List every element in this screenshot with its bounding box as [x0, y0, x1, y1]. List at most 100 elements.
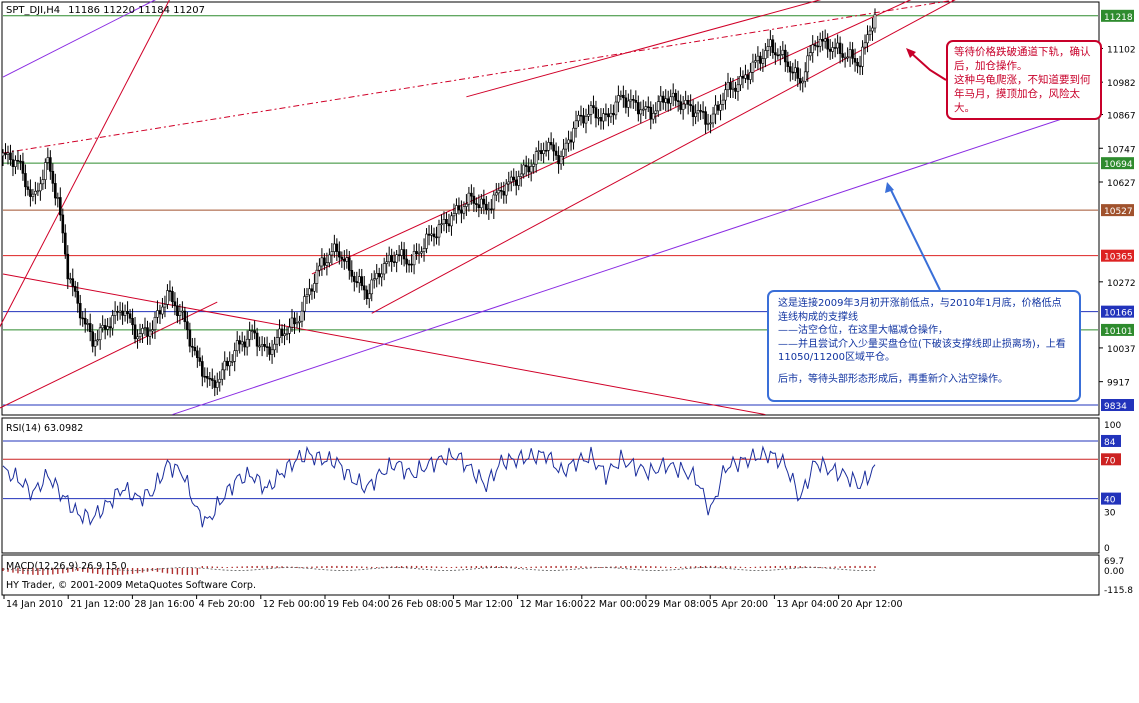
level-label-box	[1101, 157, 1134, 170]
candle-body	[806, 55, 810, 73]
candle-body	[9, 152, 12, 160]
candle-body	[81, 317, 85, 320]
candle-body	[853, 58, 857, 63]
candle-body	[293, 317, 296, 325]
candle-body	[370, 279, 374, 295]
candle-body	[666, 98, 670, 104]
candle-body	[362, 285, 366, 291]
rsi-tick-label: 30	[1104, 509, 1116, 519]
candle-body	[228, 361, 232, 367]
candle-body	[372, 278, 376, 281]
candle-body	[323, 257, 326, 266]
candle-body	[126, 310, 129, 314]
candle-body	[656, 101, 660, 112]
level-label: 10101	[1104, 327, 1133, 337]
candle-body	[425, 233, 428, 249]
candle-body	[153, 316, 157, 330]
candle-body	[108, 326, 112, 329]
candle-body	[691, 105, 695, 118]
candle-body	[44, 162, 47, 180]
candle-body	[504, 183, 508, 196]
channel-red-mid	[466, 0, 822, 98]
candle-body	[679, 101, 682, 110]
candle-body	[701, 111, 705, 113]
candle-body	[584, 116, 588, 124]
candle-body	[268, 346, 271, 355]
time-tick-label: 12 Mar 16:00	[520, 599, 583, 610]
price-tick-label: 10272	[1107, 279, 1136, 289]
candle-body	[417, 252, 421, 255]
candle-body	[263, 343, 266, 347]
candle-body	[490, 208, 493, 211]
candle-body	[6, 152, 10, 155]
rsi-tick-label: 100	[1104, 421, 1121, 431]
candle-body	[24, 173, 27, 188]
candle-body	[288, 326, 291, 334]
arrow-red-head	[906, 48, 916, 58]
candle-body	[654, 110, 658, 114]
candle-body	[532, 163, 535, 167]
level-label-box	[1101, 305, 1134, 318]
candle-body	[235, 340, 239, 352]
candle-body	[290, 317, 294, 328]
candle-body	[808, 52, 812, 57]
candle-body	[709, 122, 712, 125]
candle-body	[871, 27, 874, 32]
candle-body	[624, 97, 628, 108]
candle-body	[734, 87, 737, 92]
candle-body	[260, 343, 264, 347]
candle-body	[36, 190, 40, 193]
candle-body	[355, 281, 359, 284]
candle-body	[480, 198, 483, 209]
candle-body	[335, 243, 339, 252]
candle-body	[696, 110, 700, 114]
rsi-level-label: 70	[1104, 456, 1116, 466]
candle-body	[245, 338, 249, 348]
candle-body	[639, 109, 643, 115]
price-tick-label: 10982	[1107, 79, 1136, 89]
candle-body	[465, 203, 468, 207]
candle-body	[597, 117, 600, 119]
candle-body	[352, 276, 356, 282]
candle-body	[786, 61, 790, 67]
candle-body	[258, 345, 261, 348]
candle-body	[791, 71, 795, 74]
candle-body	[250, 330, 254, 332]
candle-body	[529, 166, 533, 173]
candle-body	[442, 219, 446, 225]
candle-body	[751, 61, 755, 73]
candle-body	[594, 107, 598, 119]
candle-body	[420, 251, 423, 254]
candle-body	[325, 262, 329, 266]
candle-body	[98, 327, 102, 341]
candle-body	[706, 123, 710, 125]
candle-body	[736, 84, 740, 92]
candle-body	[828, 48, 832, 52]
candle-body	[542, 149, 545, 155]
arrow-blue-head	[885, 182, 894, 193]
candle-body	[766, 46, 770, 51]
candle-body	[609, 112, 613, 118]
rsi-indicator: 84 70 40 100 30 0	[2, 421, 1121, 554]
candle-body	[567, 139, 570, 144]
candle-body	[91, 331, 94, 347]
time-tick-label: 19 Feb 04:00	[327, 599, 389, 610]
time-axis: 14 Jan 2010 21 Jan 12:00 28 Jan 16:00 4 Feb…	[3, 595, 903, 610]
candle-body	[744, 74, 747, 79]
candle-body	[627, 100, 630, 108]
candle-body	[29, 189, 32, 197]
candle-body	[552, 144, 555, 152]
candle-body	[183, 310, 187, 323]
support-purple-top	[2, 0, 156, 78]
candle-body	[273, 343, 276, 351]
candle-body	[764, 50, 767, 59]
candle-body	[41, 179, 45, 185]
candle-body	[310, 288, 314, 292]
time-tick-label: 20 Apr 12:00	[841, 599, 903, 610]
candle-body	[196, 350, 199, 359]
candle-body	[589, 105, 593, 115]
candle-body	[61, 214, 65, 234]
candle-body	[661, 95, 665, 103]
candle-body	[761, 58, 765, 64]
